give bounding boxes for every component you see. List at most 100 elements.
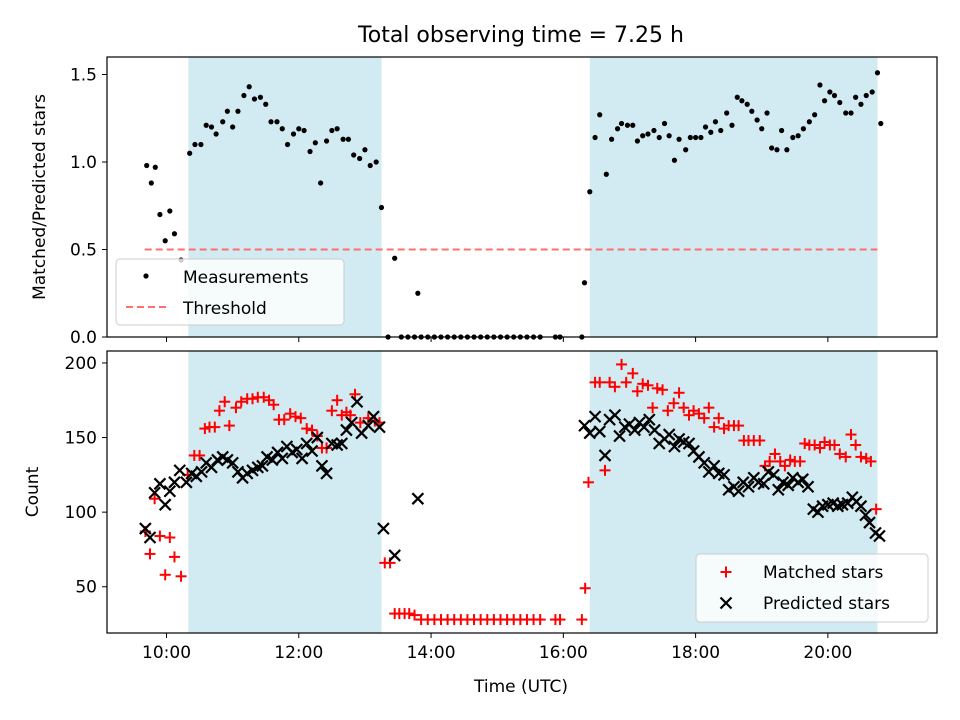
measurement-point-93 (693, 134, 699, 141)
matched-point-40 (349, 388, 361, 400)
predicted-point-53 (593, 425, 606, 438)
predicted-point-86 (757, 477, 771, 491)
matched-point-5 (164, 532, 176, 544)
matched-point-80 (609, 381, 621, 393)
measurement-point-4 (162, 238, 168, 244)
measurement-point-115 (806, 119, 812, 125)
matched-point-73 (576, 614, 588, 626)
matched-point-124 (834, 448, 846, 460)
matched-point-6 (168, 551, 180, 563)
measurement-point-37 (345, 136, 351, 142)
predicted-point-57 (613, 429, 626, 443)
measurement-point-73 (587, 189, 593, 195)
matched-point-77 (594, 376, 606, 388)
measurement-point-110 (778, 127, 785, 134)
predicted-point-78 (717, 468, 731, 482)
matched-point-86 (642, 379, 654, 391)
matched-point-91 (668, 397, 680, 409)
predicted-point-91 (781, 479, 795, 492)
measurement-point-72 (581, 280, 588, 286)
matched-point-28 (289, 411, 301, 423)
measurement-point-17 (235, 108, 241, 114)
measurement-point-114 (800, 126, 807, 132)
top-legend-box (115, 258, 345, 326)
measurement-point-119 (827, 89, 833, 95)
matched-point-74 (579, 582, 591, 594)
measurement-point-41 (367, 162, 373, 169)
measurement-point-109 (774, 147, 780, 153)
measurement-point-95 (702, 124, 709, 130)
predicted-point-52 (588, 410, 602, 423)
measurement-point-2 (152, 164, 158, 170)
matched-point-51 (409, 609, 421, 621)
matched-point-10 (194, 449, 206, 461)
legend-measurements-marker (143, 273, 149, 279)
top-y-tick-label-2: 1.0 (70, 153, 97, 173)
measurement-point-77 (609, 136, 615, 142)
measurement-point-32 (318, 180, 324, 186)
matched-point-50 (403, 608, 415, 620)
measurement-point-97 (712, 119, 719, 125)
predicted-point-27 (275, 452, 289, 465)
legend-matched-marker (720, 566, 732, 578)
measurement-point-86 (656, 134, 662, 141)
predicted-point-89 (771, 483, 785, 497)
measurement-point-22 (263, 101, 269, 107)
matched-point-84 (631, 385, 643, 397)
predicted-point-94 (796, 473, 810, 486)
measurement-point-105 (754, 117, 760, 123)
predicted-point-36 (320, 467, 333, 480)
predicted-point-5 (163, 484, 177, 498)
measurement-point-34 (329, 127, 335, 134)
predicted-point-0 (139, 522, 152, 535)
measurement-point-127 (869, 89, 875, 95)
matched-point-116 (794, 455, 806, 467)
matched-point-89 (657, 384, 669, 396)
top-ticks: 0.0 0.5 1.0 1.5 (70, 66, 829, 348)
top-shaded-regions (188, 57, 878, 337)
predicted-point-88 (767, 468, 780, 482)
predicted-point-39 (335, 437, 349, 450)
top-points (144, 70, 884, 340)
measurement-point-78 (614, 126, 621, 132)
matched-point-4 (159, 569, 171, 581)
matched-point-39 (344, 409, 356, 421)
measurement-point-117 (817, 82, 823, 88)
bottom-ticks: 50 100 150 200 10:00 12:00 14:00 16:00 18:00 20:0… (65, 354, 853, 663)
matched-point-120 (814, 442, 826, 454)
measurement-point-103 (744, 101, 750, 107)
predicted-point-83 (742, 480, 755, 494)
measurement-point-39 (357, 155, 363, 162)
predicted-point-1 (143, 531, 157, 544)
measurement-point-9 (192, 141, 198, 148)
measurement-point-36 (340, 136, 346, 142)
predicted-point-64 (648, 423, 661, 437)
top-axes-frame (106, 56, 938, 338)
measurement-point-125 (858, 101, 864, 107)
measurement-point-94 (698, 134, 704, 141)
measurement-point-35 (334, 126, 340, 132)
measurement-point-121 (837, 99, 843, 106)
matched-point-7 (175, 570, 187, 582)
bottom-x-tick-label-3: 16:00 (539, 643, 588, 663)
legend-threshold-label: Threshold (182, 299, 267, 319)
matched-point-131 (870, 503, 882, 515)
matched-point-123 (828, 439, 840, 451)
measurement-point-120 (831, 92, 838, 99)
predicted-point-11 (195, 465, 208, 479)
bottom-legend: Matched stars Predicted stars (695, 553, 929, 623)
predicted-point-44 (361, 419, 375, 432)
predicted-point-76 (707, 459, 721, 473)
matched-point-88 (651, 382, 663, 394)
measurement-point-83 (640, 133, 646, 139)
bottom-legend-box (695, 553, 929, 623)
matched-point-14 (213, 405, 225, 417)
matched-point-130 (865, 455, 877, 467)
measurement-point-18 (241, 92, 247, 99)
bottom-points (139, 358, 886, 626)
matched-point-85 (637, 378, 649, 390)
measurement-point-23 (268, 119, 274, 125)
measurement-point-90 (676, 136, 682, 142)
matched-point-26 (278, 414, 290, 426)
